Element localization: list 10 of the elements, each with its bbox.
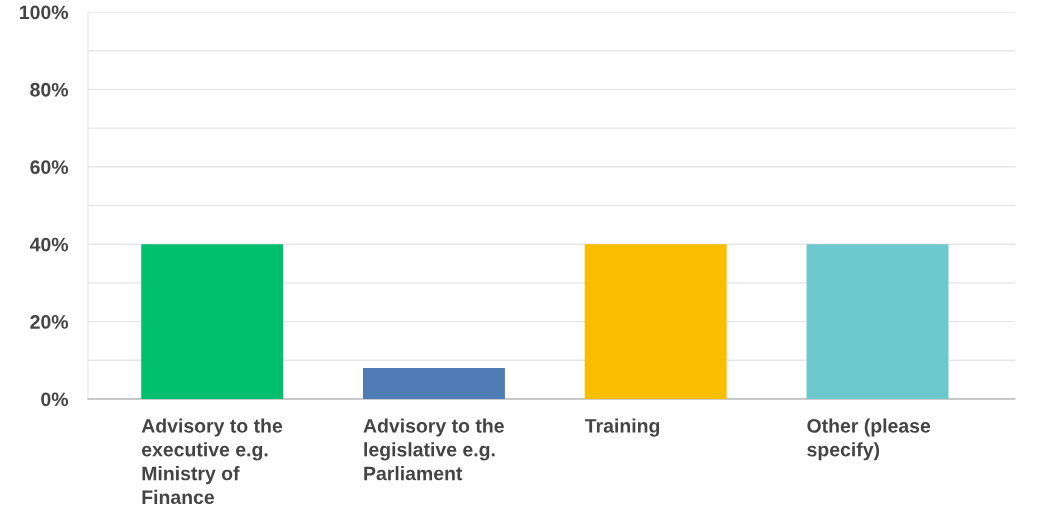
y-tick-label: 60%: [30, 160, 69, 175]
y-tick-label: 0%: [41, 392, 69, 407]
y-tick-label: 40%: [29, 237, 69, 252]
x-tick-label: Advisory to the executive e.g. Ministry of Finance: [141, 418, 283, 505]
x-tick-label: Advisory to the legislative e.g. Parliament: [363, 418, 504, 481]
x-tick-label: Training: [584, 418, 660, 437]
x-tick-label: Other (please specify): [807, 418, 931, 461]
y-tick-label: 20%: [30, 315, 69, 329]
y-tick-label: 80%: [30, 82, 69, 97]
y-tick-label: 100%: [20, 5, 69, 20]
